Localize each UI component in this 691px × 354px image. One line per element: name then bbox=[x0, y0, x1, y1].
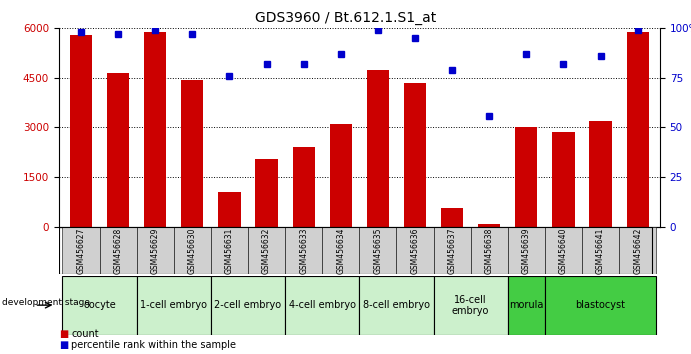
Text: morula: morula bbox=[509, 300, 544, 310]
Text: GSM456628: GSM456628 bbox=[113, 228, 122, 274]
Bar bbox=[100, 227, 137, 274]
Bar bbox=[137, 227, 173, 274]
Bar bbox=[589, 121, 612, 227]
Bar bbox=[144, 32, 167, 227]
Bar bbox=[62, 276, 137, 335]
Text: ■: ■ bbox=[59, 329, 68, 339]
Text: 8-cell embryo: 8-cell embryo bbox=[363, 300, 430, 310]
Text: GDS3960 / Bt.612.1.S1_at: GDS3960 / Bt.612.1.S1_at bbox=[255, 11, 436, 25]
Bar bbox=[619, 227, 656, 274]
Bar bbox=[70, 35, 92, 227]
Text: GSM456639: GSM456639 bbox=[522, 228, 531, 274]
Text: percentile rank within the sample: percentile rank within the sample bbox=[71, 340, 236, 350]
Bar bbox=[404, 83, 426, 227]
Text: GSM456631: GSM456631 bbox=[225, 228, 234, 274]
Bar bbox=[173, 227, 211, 274]
Text: GSM456637: GSM456637 bbox=[448, 228, 457, 274]
Bar bbox=[367, 70, 389, 227]
Text: GSM456630: GSM456630 bbox=[188, 228, 197, 274]
Text: GSM456627: GSM456627 bbox=[77, 228, 86, 274]
Bar bbox=[433, 227, 471, 274]
Text: ■: ■ bbox=[59, 340, 68, 350]
Text: GSM456640: GSM456640 bbox=[559, 228, 568, 274]
Bar bbox=[441, 209, 463, 227]
Bar bbox=[508, 227, 545, 274]
Bar bbox=[397, 227, 433, 274]
Bar bbox=[285, 227, 322, 274]
Text: GSM456634: GSM456634 bbox=[337, 228, 346, 274]
Text: GSM456635: GSM456635 bbox=[373, 228, 382, 274]
Text: GSM456633: GSM456633 bbox=[299, 228, 308, 274]
Bar bbox=[627, 32, 649, 227]
Bar bbox=[359, 276, 433, 335]
Bar bbox=[545, 276, 656, 335]
Text: development stage: development stage bbox=[2, 298, 90, 307]
Text: 1-cell embryo: 1-cell embryo bbox=[140, 300, 207, 310]
Bar bbox=[508, 276, 545, 335]
Bar bbox=[515, 127, 538, 227]
Bar bbox=[181, 80, 203, 227]
Bar bbox=[359, 227, 397, 274]
Bar bbox=[471, 227, 508, 274]
Bar bbox=[248, 227, 285, 274]
Bar bbox=[330, 124, 352, 227]
Bar bbox=[211, 276, 285, 335]
Text: count: count bbox=[71, 329, 99, 339]
Bar bbox=[211, 227, 248, 274]
Text: 4-cell embryo: 4-cell embryo bbox=[289, 300, 356, 310]
Text: GSM456632: GSM456632 bbox=[262, 228, 271, 274]
Bar bbox=[285, 276, 359, 335]
Bar bbox=[552, 132, 574, 227]
Text: 16-cell
embryo: 16-cell embryo bbox=[452, 295, 489, 316]
Text: blastocyst: blastocyst bbox=[576, 300, 625, 310]
Bar bbox=[545, 227, 582, 274]
Bar bbox=[62, 227, 100, 274]
Bar bbox=[256, 159, 278, 227]
Bar bbox=[478, 224, 500, 227]
Bar bbox=[137, 276, 211, 335]
Bar bbox=[292, 147, 315, 227]
Text: 2-cell embryo: 2-cell embryo bbox=[214, 300, 281, 310]
Bar bbox=[433, 276, 508, 335]
Text: GSM456638: GSM456638 bbox=[484, 228, 493, 274]
Bar bbox=[582, 227, 619, 274]
Bar bbox=[322, 227, 359, 274]
Text: GSM456642: GSM456642 bbox=[633, 228, 642, 274]
Text: GSM456636: GSM456636 bbox=[410, 228, 419, 274]
Text: GSM456629: GSM456629 bbox=[151, 228, 160, 274]
Text: oocyte: oocyte bbox=[83, 300, 116, 310]
Bar bbox=[218, 192, 240, 227]
Text: GSM456641: GSM456641 bbox=[596, 228, 605, 274]
Bar bbox=[107, 73, 129, 227]
